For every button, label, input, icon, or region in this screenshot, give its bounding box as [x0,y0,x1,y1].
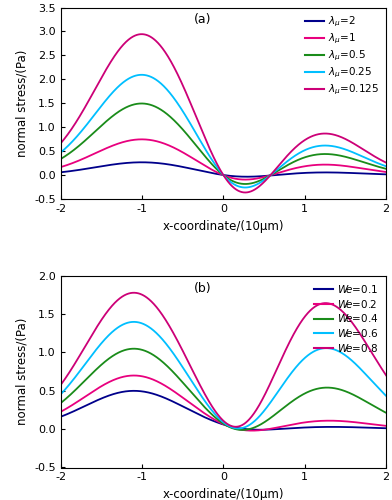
Y-axis label: normal stress/(Pa): normal stress/(Pa) [16,50,29,157]
X-axis label: x-coordinate/(10μm): x-coordinate/(10μm) [163,488,284,500]
Legend: $W\!e$=0.1, $W\!e$=0.2, $W\!e$=0.4, $W\!e$=0.6, $W\!e$=0.8: $W\!e$=0.1, $W\!e$=0.2, $W\!e$=0.4, $W\!… [312,281,381,355]
Text: (a): (a) [194,13,212,26]
X-axis label: x-coordinate/(10μm): x-coordinate/(10μm) [163,220,284,232]
Text: (b): (b) [194,282,212,294]
Legend: $\lambda_{\mu}$=2, $\lambda_{\mu}$=1, $\lambda_{\mu}$=0.5, $\lambda_{\mu}$=0.25,: $\lambda_{\mu}$=2, $\lambda_{\mu}$=1, $\… [303,12,381,100]
Y-axis label: normal stress/(Pa): normal stress/(Pa) [16,318,29,426]
